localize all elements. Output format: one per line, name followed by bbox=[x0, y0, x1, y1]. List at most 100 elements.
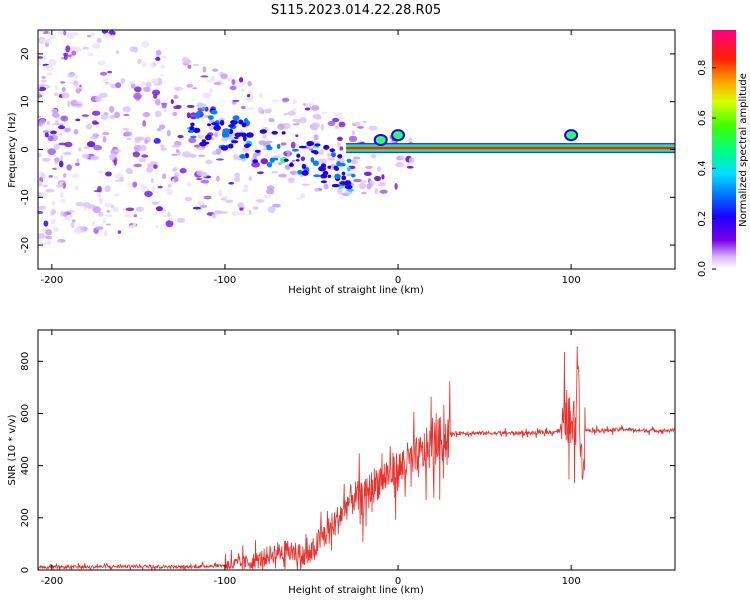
spectrogram-cell bbox=[73, 129, 79, 135]
spectrogram-cell bbox=[66, 32, 75, 40]
spectrogram-cell bbox=[75, 22, 79, 27]
spectrogram-cell bbox=[339, 181, 348, 185]
spectrogram-cell bbox=[215, 148, 222, 155]
spectrogram-cell bbox=[304, 145, 311, 150]
spectrogram-cell bbox=[189, 126, 195, 131]
spectrogram-cell bbox=[123, 113, 130, 117]
spectrogram-cell bbox=[207, 123, 211, 127]
spectrogram-cell bbox=[184, 196, 193, 202]
spectrogram-cell bbox=[105, 171, 112, 177]
spectrogram-cell bbox=[82, 153, 90, 159]
spectrogram-ylabel: Frequency (Hz) bbox=[7, 112, 18, 188]
spectrogram-cell bbox=[155, 225, 159, 228]
spectrogram-cell bbox=[255, 199, 265, 203]
spectrogram-cell bbox=[173, 105, 182, 110]
spectrogram-cell bbox=[50, 34, 56, 40]
spectrogram-cell bbox=[291, 148, 299, 152]
spectrogram-cell bbox=[60, 191, 64, 199]
spectrogram-cell bbox=[327, 120, 336, 127]
spectrogram-cell bbox=[269, 157, 275, 163]
spectrogram-cell bbox=[374, 188, 379, 194]
spectrogram-cell bbox=[200, 75, 209, 78]
spectrogram-cell bbox=[239, 77, 244, 83]
spectrogram-cell bbox=[97, 60, 106, 65]
spectrogram-cell bbox=[103, 230, 108, 237]
spectrogram-cell bbox=[74, 73, 79, 80]
spectrogram-cell bbox=[283, 113, 288, 116]
spectrogram-cell bbox=[321, 111, 328, 115]
spectrogram-cell bbox=[266, 146, 273, 151]
spectrogram-cell bbox=[347, 188, 354, 192]
spectrogram-cell bbox=[70, 222, 75, 228]
spectrogram-cell bbox=[114, 111, 121, 119]
spectrogram-cell bbox=[105, 223, 111, 226]
spectrogram-cell bbox=[82, 46, 89, 50]
spectrogram-cell bbox=[141, 154, 149, 158]
spectrogram-cell bbox=[285, 150, 291, 154]
spectrogram-cell bbox=[46, 120, 51, 126]
spectrogram-cell bbox=[75, 21, 80, 26]
spectrogram-cell bbox=[75, 202, 85, 207]
spectrogram-cell bbox=[38, 152, 42, 158]
snr-y-ticks: 0 200 400 600 800 bbox=[20, 352, 675, 573]
spectrogram-cell bbox=[287, 177, 295, 184]
snr-x-tick-label: -200 bbox=[40, 576, 63, 587]
spectrogram-cell bbox=[166, 188, 174, 195]
spectrogram-cell bbox=[72, 19, 78, 25]
snr-plot-frame bbox=[37, 329, 676, 571]
spectrogram-cell bbox=[54, 17, 61, 22]
spectrogram-cell bbox=[126, 138, 132, 141]
spectrogram-cell bbox=[271, 99, 279, 103]
spectrogram-cell bbox=[44, 85, 51, 89]
spectrogram-cell bbox=[300, 156, 306, 162]
spectrogram-cell bbox=[228, 124, 236, 128]
spectrogram-cell bbox=[272, 203, 281, 208]
spectrogram-cell bbox=[190, 122, 195, 127]
spectrogram-cell bbox=[160, 144, 165, 149]
spectrogram-cell bbox=[73, 80, 79, 87]
spectrogram-cell bbox=[286, 153, 291, 157]
colorbar-tick-label: 0.6 bbox=[697, 110, 708, 126]
spectrogram-cell bbox=[241, 105, 246, 110]
spectrogram-cell bbox=[104, 202, 113, 208]
spectrogram-cell bbox=[155, 206, 163, 212]
spectrogram-cell bbox=[320, 163, 327, 169]
spectrogram-cell bbox=[78, 147, 82, 152]
spectrogram-cell bbox=[177, 134, 184, 139]
snr-series-line bbox=[38, 346, 675, 570]
spectrogram-cell bbox=[93, 190, 101, 193]
spectrogram-cell bbox=[272, 155, 281, 159]
spectrogram-cell bbox=[104, 82, 113, 86]
snr-x-tick-label: -100 bbox=[214, 576, 237, 587]
spectrogram-cell bbox=[320, 180, 327, 184]
colorbar-ticks: 0.0 0.2 0.4 0.6 0.8 bbox=[697, 60, 716, 277]
colorbar bbox=[712, 30, 736, 269]
spectrogram-cell bbox=[265, 188, 275, 195]
spectrogram-cell bbox=[128, 169, 133, 174]
spectrogram-cell bbox=[201, 139, 207, 143]
spectrogram-y-tick-label: -20 bbox=[20, 237, 31, 253]
spectrogram-cell bbox=[344, 184, 353, 190]
spectrogram-cell bbox=[213, 210, 223, 215]
spectrogram-cell bbox=[173, 94, 179, 100]
spectrogram-cell bbox=[76, 158, 80, 164]
spectrogram-cell bbox=[86, 141, 96, 148]
spectrogram-cell bbox=[166, 130, 171, 137]
spectrogram-cell bbox=[199, 204, 208, 208]
snr-y-tick-label: 800 bbox=[20, 352, 31, 371]
spectrogram-cell bbox=[146, 166, 154, 173]
spectrogram-cell bbox=[187, 64, 192, 69]
spectrogram-cell bbox=[72, 219, 76, 223]
spectrogram-cell bbox=[337, 116, 346, 120]
spectrogram-cell bbox=[132, 151, 140, 158]
spectrogram-y-ticks: -20 -10 0 10 20 bbox=[20, 48, 675, 253]
spectrogram-cell bbox=[368, 125, 378, 131]
spectrogram-cell bbox=[101, 78, 110, 81]
spectrogram-cell bbox=[45, 38, 52, 44]
spectrogram-cell bbox=[115, 50, 120, 54]
spectrogram-cell bbox=[38, 91, 41, 97]
spectrogram-cell bbox=[66, 164, 72, 171]
spectrogram-cell bbox=[59, 18, 63, 22]
spectrogram-cell bbox=[54, 161, 59, 165]
spectrogram-cell bbox=[234, 172, 241, 178]
